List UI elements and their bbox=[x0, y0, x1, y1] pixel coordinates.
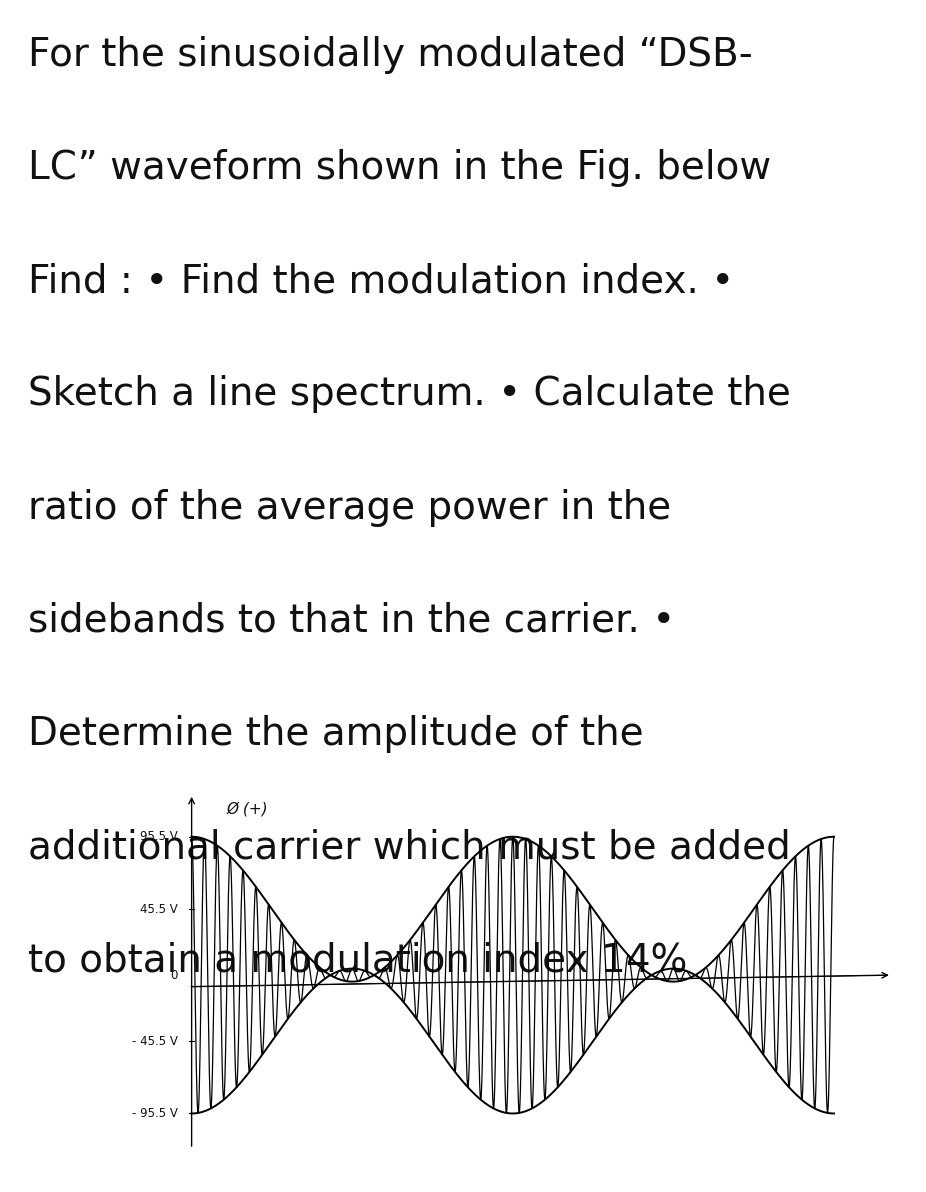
Text: 95.5 V: 95.5 V bbox=[140, 830, 178, 843]
Text: LC” waveform shown in the Fig. below: LC” waveform shown in the Fig. below bbox=[28, 149, 771, 187]
Text: 45.5 V: 45.5 V bbox=[140, 902, 178, 915]
Text: additional carrier which must be added: additional carrier which must be added bbox=[28, 828, 791, 867]
Text: For the sinusoidally modulated “DSB-: For the sinusoidally modulated “DSB- bbox=[28, 36, 753, 74]
Text: ratio of the average power in the: ratio of the average power in the bbox=[28, 489, 671, 527]
Text: - 95.5 V: - 95.5 V bbox=[131, 1107, 178, 1120]
Text: Determine the amplitude of the: Determine the amplitude of the bbox=[28, 715, 644, 753]
Text: Sketch a line spectrum. • Calculate the: Sketch a line spectrum. • Calculate the bbox=[28, 375, 791, 414]
Text: Find : • Find the modulation index. •: Find : • Find the modulation index. • bbox=[28, 262, 734, 300]
Text: to obtain a modulation index 14%: to obtain a modulation index 14% bbox=[28, 942, 687, 980]
Text: 0: 0 bbox=[170, 969, 178, 981]
Text: sidebands to that in the carrier. •: sidebands to that in the carrier. • bbox=[28, 602, 675, 640]
Text: Ø (+): Ø (+) bbox=[227, 801, 269, 817]
Text: - 45.5 V: - 45.5 V bbox=[131, 1035, 178, 1048]
